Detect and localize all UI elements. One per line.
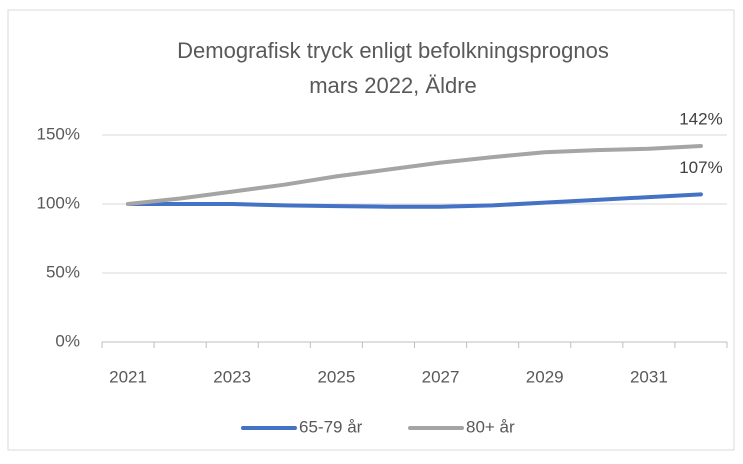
line-series <box>126 144 703 206</box>
chart-border <box>7 9 735 451</box>
y-tick-label: 50% <box>46 262 80 281</box>
y-tick-label: 100% <box>37 193 80 212</box>
x-tick-label: 2029 <box>526 367 564 386</box>
x-tick-label: 2031 <box>630 367 668 386</box>
line-series <box>126 192 703 209</box>
chart-title: Demografisk tryck enligt befolkningsprog… <box>177 38 609 63</box>
x-tick-label: 2025 <box>317 367 355 386</box>
y-tick-label: 150% <box>37 124 80 143</box>
x-tick-label: 2023 <box>213 367 251 386</box>
x-tick-label: 2027 <box>422 367 460 386</box>
data-label: 107% <box>679 158 722 177</box>
legend-label: 65-79 år <box>299 417 363 436</box>
y-tick-label: 0% <box>55 331 80 350</box>
data-label: 142% <box>679 110 722 129</box>
x-tick-label: 2021 <box>109 367 147 386</box>
legend-label: 80+ år <box>466 417 515 436</box>
chart-subtitle: mars 2022, Äldre <box>309 73 477 98</box>
